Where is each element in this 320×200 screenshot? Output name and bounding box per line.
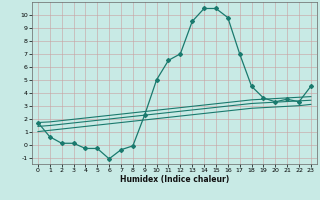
X-axis label: Humidex (Indice chaleur): Humidex (Indice chaleur) [120, 175, 229, 184]
